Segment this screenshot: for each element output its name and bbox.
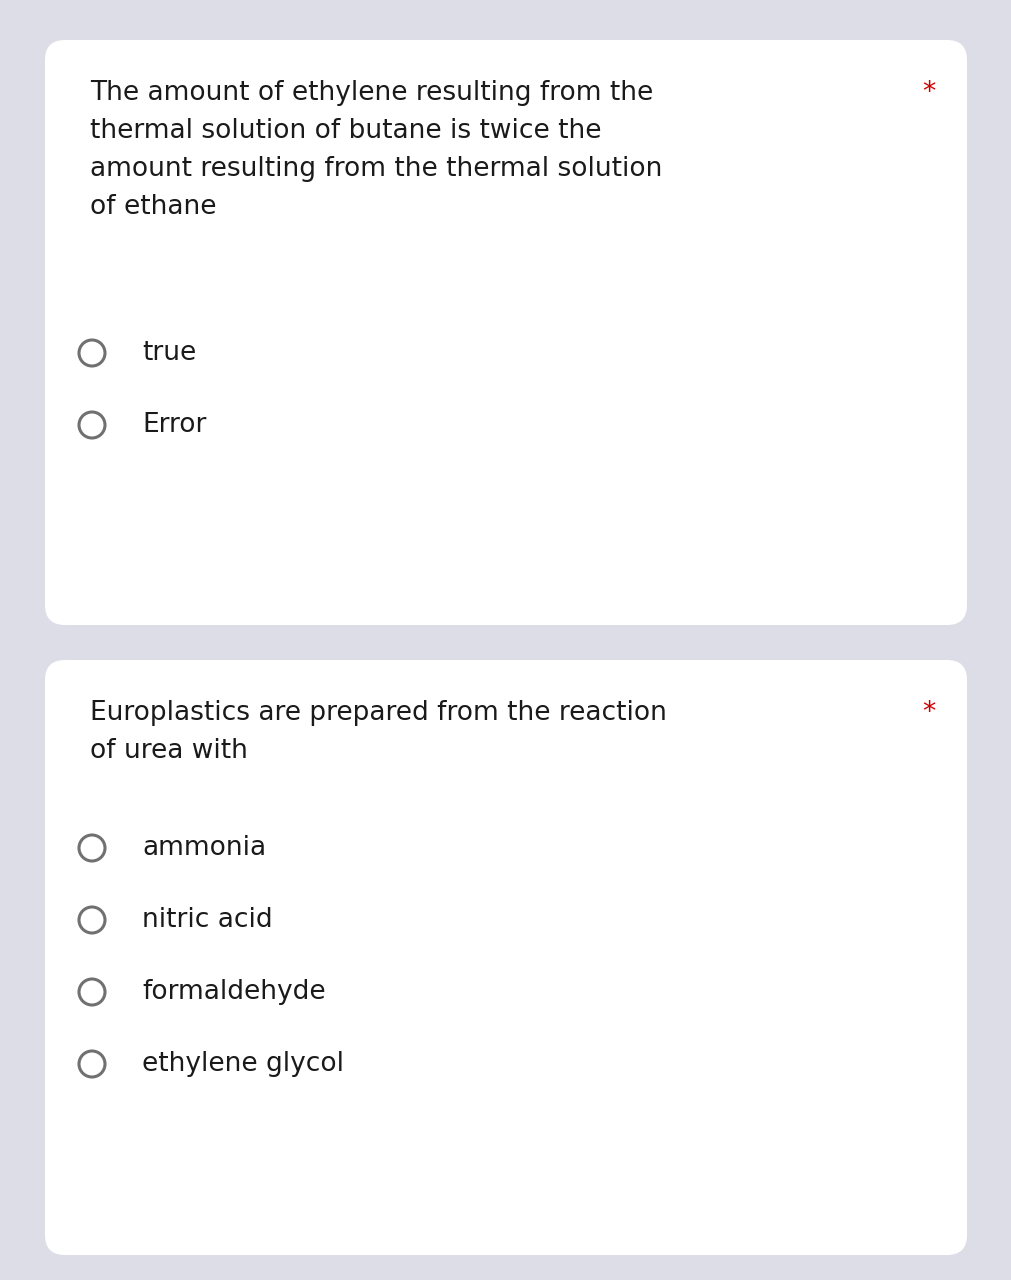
Text: ethylene glycol: ethylene glycol [142,1051,344,1076]
FancyBboxPatch shape [44,40,967,625]
Text: *: * [921,700,934,726]
Text: amount resulting from the thermal solution: amount resulting from the thermal soluti… [90,156,662,182]
Text: *: * [921,79,934,106]
Text: Error: Error [142,412,206,438]
Text: nitric acid: nitric acid [142,908,272,933]
Text: formaldehyde: formaldehyde [142,979,326,1005]
Text: thermal solution of butane is twice the: thermal solution of butane is twice the [90,118,601,143]
Text: of ethane: of ethane [90,195,216,220]
Text: ammonia: ammonia [142,835,266,861]
Text: true: true [142,340,196,366]
FancyBboxPatch shape [44,660,967,1254]
Text: Europlastics are prepared from the reaction: Europlastics are prepared from the react… [90,700,666,726]
Text: of urea with: of urea with [90,739,248,764]
Text: The amount of ethylene resulting from the: The amount of ethylene resulting from th… [90,79,653,106]
